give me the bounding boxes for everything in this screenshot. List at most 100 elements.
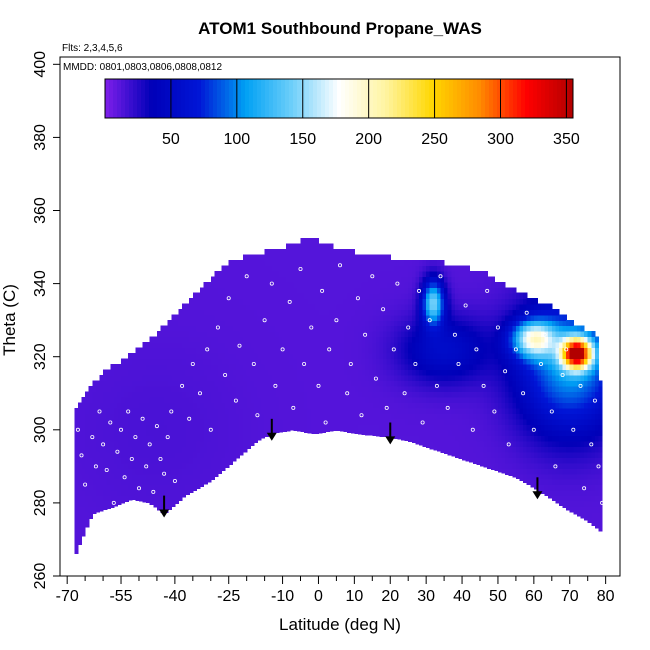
heatmap-cell [257, 374, 262, 382]
heatmap-cell [250, 402, 255, 409]
heatmap-cell [261, 276, 266, 283]
heatmap-cell [275, 418, 280, 425]
heatmap-cell [178, 374, 183, 382]
heatmap-cell [85, 402, 90, 409]
heatmap-cell [178, 429, 183, 436]
heatmap-cell [314, 424, 320, 431]
heatmap-cell [178, 396, 183, 403]
heatmap-cell [558, 424, 564, 431]
heatmap-cell [300, 270, 305, 277]
heatmap-cell [85, 473, 90, 480]
heatmap-cell [307, 243, 312, 250]
heatmap-cell [210, 336, 215, 343]
heatmap-cell [490, 336, 495, 343]
heatmap-cell [138, 473, 144, 480]
heatmap-cell [135, 490, 140, 497]
heatmap-cell [580, 512, 585, 519]
heatmap-cell [390, 265, 395, 272]
heatmap-cell [591, 336, 596, 343]
heatmap-cell [372, 336, 377, 343]
sample-point [208, 427, 213, 432]
heatmap-cell [343, 276, 348, 283]
heatmap-cell [365, 320, 370, 327]
heatmap-cell [372, 424, 377, 431]
heatmap-cell [174, 413, 180, 420]
heatmap-cell [429, 353, 434, 360]
heatmap-cell [318, 314, 323, 321]
heatmap-cell [275, 320, 280, 327]
heatmap-cell [113, 385, 119, 393]
heatmap-cell [314, 358, 320, 365]
heatmap-cell [264, 358, 269, 365]
heatmap-cell [440, 287, 445, 294]
heatmap-cell [174, 314, 180, 321]
heatmap-cell [576, 435, 582, 442]
heatmap-cell [415, 342, 420, 349]
heatmap-cell [85, 391, 90, 398]
heatmap-cell [569, 468, 574, 475]
heatmap-cell [117, 413, 122, 420]
heatmap-cell [278, 303, 284, 310]
heatmap-cell [429, 314, 434, 321]
heatmap-cell [401, 407, 406, 414]
heatmap-cell [296, 320, 302, 327]
heatmap-cell [121, 424, 126, 431]
heatmap-cell [576, 342, 582, 349]
heatmap-cell [192, 369, 198, 376]
heatmap-cell [436, 347, 442, 354]
heatmap-cell [271, 276, 276, 283]
heatmap-cell [573, 495, 578, 502]
heatmap-cell [171, 374, 176, 382]
heatmap-cell [490, 429, 495, 436]
heatmap-cell [383, 358, 388, 365]
heatmap-cell [426, 385, 431, 393]
heatmap-cell [555, 495, 560, 502]
heatmap-cell [526, 385, 531, 393]
heatmap-cell [142, 495, 147, 502]
heatmap-cell [210, 424, 215, 431]
heatmap-cell [253, 440, 259, 443]
heatmap-cell [149, 374, 154, 382]
heatmap-cell [182, 407, 187, 414]
heatmap-cell [322, 336, 327, 343]
heatmap-cell [454, 276, 460, 283]
heatmap-cell [128, 468, 133, 475]
heatmap-cell [185, 451, 190, 458]
heatmap-cell [74, 418, 79, 425]
heatmap-cell [232, 347, 237, 354]
heatmap-cell [131, 462, 136, 469]
heatmap-cell [487, 435, 492, 442]
heatmap-cell [239, 325, 244, 332]
sample-point [93, 464, 98, 469]
heatmap-cell [379, 413, 384, 420]
heatmap-cell [103, 391, 108, 398]
heatmap-cell [401, 385, 406, 393]
heatmap-cell [257, 353, 262, 360]
heatmap-cell [591, 523, 596, 526]
heatmap-cell [368, 320, 373, 327]
heatmap-cell [243, 259, 248, 266]
heatmap-cell [415, 429, 420, 436]
heatmap-cell [156, 364, 162, 371]
heatmap-cell [551, 336, 556, 343]
heatmap-cell [146, 380, 151, 387]
heatmap-cell [88, 506, 93, 513]
heatmap-cell [110, 396, 115, 403]
heatmap-cell [512, 336, 517, 343]
heatmap-cell [164, 407, 169, 414]
heatmap-cell [113, 462, 119, 469]
heatmap-cell [465, 309, 470, 316]
heatmap-cell [386, 287, 391, 294]
heatmap-cell [580, 391, 585, 398]
heatmap-cell [110, 462, 115, 469]
heatmap-cell [253, 276, 259, 283]
heatmap-cell [551, 347, 556, 354]
heatmap-cell [422, 331, 427, 338]
heatmap-cell [537, 424, 542, 431]
heatmap-cell [440, 435, 445, 442]
heatmap-cell [207, 407, 212, 414]
heatmap-cell [185, 490, 190, 496]
heatmap-cell [225, 407, 230, 414]
heatmap-cell [526, 424, 531, 431]
heatmap-cell [121, 479, 126, 486]
